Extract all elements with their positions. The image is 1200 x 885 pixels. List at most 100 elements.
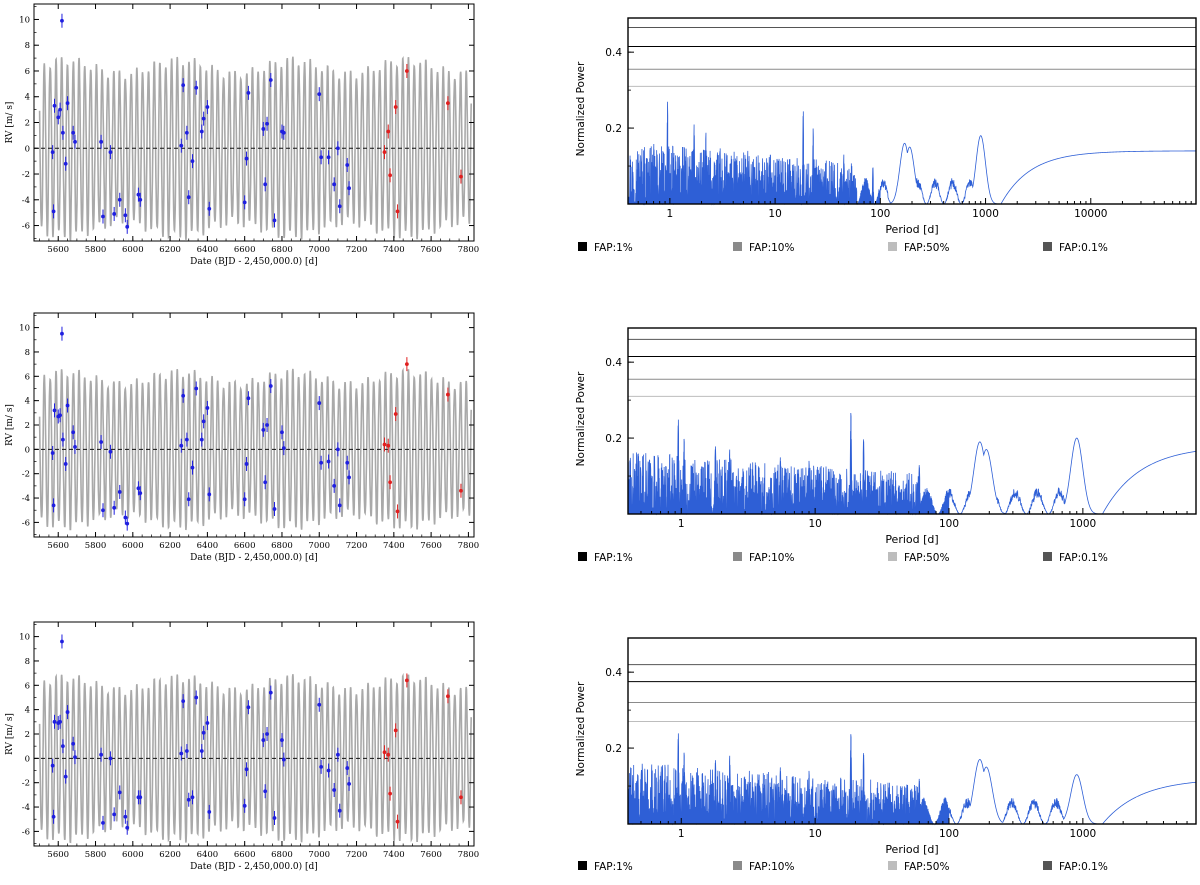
rv-point — [459, 488, 463, 493]
rv-point — [58, 413, 63, 418]
rv-point — [244, 462, 249, 466]
pg-xtick-label: 1 — [678, 828, 685, 840]
rv-point — [179, 751, 184, 756]
rv-panel-2: 5600 5800 6000 6200 6400 6600 6800 7000 7200 7400… — [5, 312, 479, 563]
rv-xtick-label: 7800 — [458, 850, 480, 860]
rv-point — [242, 200, 247, 205]
rv-point — [99, 440, 104, 444]
rv-point — [332, 483, 337, 488]
periodogram-curve — [627, 101, 1196, 206]
rv-point — [51, 209, 56, 214]
legend-swatch — [888, 552, 897, 561]
rv-point — [108, 449, 113, 454]
rv-point — [388, 173, 393, 178]
rv-point — [186, 195, 191, 200]
rv-ytick-label: 2 — [25, 421, 30, 431]
rv-point — [184, 749, 189, 753]
rv-point — [395, 509, 400, 514]
rv-point — [181, 699, 186, 704]
rv-point — [386, 443, 391, 448]
rv-ytick-label: 10 — [19, 324, 30, 334]
rv-point — [404, 362, 409, 367]
rv-ytick-label: 4 — [25, 93, 30, 103]
pg-ylabel: Normalized Power — [575, 681, 587, 776]
legend-label: FAP:10% — [749, 861, 794, 873]
rv-ytick-label: 8 — [25, 348, 30, 358]
rv-point — [108, 756, 113, 761]
rv-point — [136, 192, 141, 197]
rv-xtick-label: 7400 — [383, 541, 405, 551]
rv-xtick-label: 7600 — [420, 245, 442, 255]
rv-point — [123, 515, 128, 520]
legend-swatch — [1043, 552, 1052, 561]
legend-swatch — [733, 861, 742, 870]
rv-point — [205, 721, 210, 725]
rv-ytick-label: -6 — [22, 518, 30, 528]
rv-point — [281, 130, 286, 135]
rv-point — [50, 763, 55, 768]
rv-point — [181, 393, 186, 398]
rv-point — [246, 396, 251, 401]
rv-point — [73, 755, 77, 760]
rv-xtick-label: 6400 — [197, 245, 219, 255]
rv-point — [261, 427, 266, 432]
rv-point — [388, 791, 393, 796]
pg-ytick-label: 0.4 — [605, 667, 622, 679]
rv-point — [393, 412, 398, 416]
pg-xtick-label: 100 — [939, 518, 959, 530]
rv-point — [207, 206, 212, 211]
rv-point — [347, 186, 351, 191]
rv-point — [60, 639, 64, 644]
legend-label: FAP:10% — [749, 552, 794, 564]
rv-point — [244, 156, 249, 161]
periodogram-frame — [627, 17, 1197, 205]
pg-ylabel: Normalized Power — [575, 61, 587, 156]
rv-point — [459, 174, 463, 179]
rv-xtick-label: 7800 — [458, 245, 480, 255]
rv-xtick-label: 7200 — [346, 850, 368, 860]
rv-point — [281, 757, 286, 762]
rv-point — [179, 143, 184, 148]
rv-point — [201, 116, 206, 121]
rv-xtick-label: 7200 — [346, 541, 368, 551]
rv-point — [58, 107, 63, 112]
rv-point — [246, 705, 251, 710]
rv-ytick-label: 6 — [25, 67, 30, 77]
rv-ytick-label: 4 — [25, 397, 30, 407]
rv-model-curve — [38, 672, 472, 844]
rv-point — [272, 816, 277, 820]
rv-xtick-label: 7000 — [308, 541, 330, 551]
rv-point — [345, 163, 350, 167]
pg-xtick-label: 1 — [678, 518, 685, 530]
rv-point — [101, 820, 105, 825]
rv-point — [99, 752, 104, 757]
rv-point — [347, 475, 351, 480]
rv-ytick-label: 0 — [25, 754, 30, 764]
rv-point — [201, 730, 206, 735]
fap-legend: FAP:1% FAP:10% FAP:50% FAP:0.1% — [578, 552, 1108, 564]
rv-point — [112, 212, 117, 216]
pg-xtick-label: 10 — [808, 518, 821, 530]
periodogram-panel-3: 1 10 100 1000 0.2 0.4 Period [d] Normalized Pow… — [575, 637, 1197, 873]
rv-point — [345, 460, 350, 465]
rv-point — [190, 795, 195, 800]
rv-xlabel: Date (BJD - 2,450,000.0) [d] — [190, 256, 318, 267]
rv-ytick-label: -6 — [22, 827, 30, 837]
legend-swatch — [888, 242, 897, 251]
rv-ytick-label: 4 — [25, 706, 30, 716]
rv-point — [335, 447, 340, 452]
rv-point — [280, 430, 284, 435]
rv-point — [190, 465, 195, 470]
pg-xtick-label: 10 — [808, 828, 821, 840]
rv-point — [272, 218, 277, 223]
rv-xtick-label: 6200 — [159, 850, 181, 860]
rv-point — [335, 752, 340, 757]
rv-point — [261, 738, 266, 742]
rv-point — [265, 732, 269, 736]
legend-swatch — [578, 861, 587, 870]
rv-point — [63, 161, 68, 166]
rv-point — [246, 90, 251, 95]
periodogram-frame — [627, 637, 1197, 825]
rv-point — [445, 101, 450, 106]
rv-ylabel: RV [m/ s] — [5, 102, 15, 144]
